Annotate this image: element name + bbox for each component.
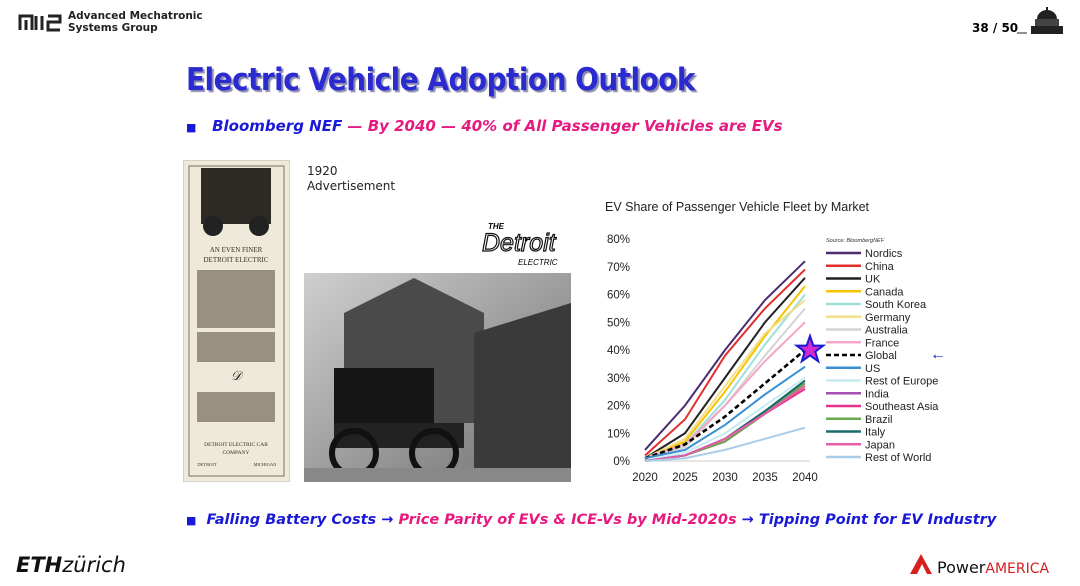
power: Power xyxy=(937,558,986,577)
org-line: Systems Group xyxy=(68,22,158,34)
ad-state: MICHIGAN xyxy=(254,462,278,467)
legend-label: China xyxy=(865,261,895,273)
series-line xyxy=(644,268,806,457)
legend-label: Brazil xyxy=(865,414,893,426)
source-note: Source: BloombergNEF xyxy=(826,238,885,244)
step: Price Parity of EVs & ICE-Vs by Mid-2020… xyxy=(398,512,737,528)
y-tick-label: 30% xyxy=(607,373,630,385)
caption: 1920 Advertisement xyxy=(307,164,395,194)
ad-company: COMPANY xyxy=(222,450,249,456)
eth-logo: ETHzürich xyxy=(16,553,126,577)
legend-label: Italy xyxy=(865,427,886,439)
global-star xyxy=(793,332,827,364)
series-line xyxy=(644,277,806,460)
slide-title: Electric Vehicle Adoption Outlook xyxy=(186,62,695,98)
page-number: 38 / 50 xyxy=(972,21,1019,35)
subtitle-claim: By 2040 — 40% of All Passenger Vehicles … xyxy=(367,117,783,135)
ad-city: DETROIT xyxy=(197,462,216,467)
y-tick-label: 0% xyxy=(613,456,630,468)
series-line xyxy=(644,426,806,462)
legend-label: Global xyxy=(865,350,897,362)
series-line xyxy=(644,385,806,462)
zurich: zürich xyxy=(62,553,126,577)
series-line xyxy=(644,260,806,451)
legend-label: India xyxy=(865,388,890,400)
y-tick-label: 70% xyxy=(607,262,630,274)
y-tick-label: 80% xyxy=(607,234,630,246)
logo-the: THE xyxy=(488,222,505,231)
logo-sub: ELECTRIC xyxy=(518,258,558,267)
y-tick-label: 20% xyxy=(607,401,630,413)
y-tick-label: 50% xyxy=(607,317,630,329)
power-logo-icon xyxy=(910,554,932,574)
x-tick-label: 2020 xyxy=(632,472,658,484)
line-chart: EV Share of Passenger Vehicle Fleet by M… xyxy=(605,200,946,484)
pointer-arrow: ← xyxy=(930,346,946,363)
caption-line: 1920 xyxy=(307,164,338,178)
ams-logo xyxy=(18,14,62,32)
step: Falling Battery Costs xyxy=(206,512,377,528)
step: → Tipping Point for EV Industry xyxy=(741,512,997,528)
legend-label: Japan xyxy=(865,439,895,451)
series-line xyxy=(644,365,806,460)
power-america: PowerAMERICA xyxy=(937,558,1049,577)
y-tick-label: 60% xyxy=(607,290,630,302)
legend-label: South Korea xyxy=(865,299,927,311)
ad-company: DETROIT ELECTRIC CAR xyxy=(204,442,268,448)
ad-headline: AN EVEN FINER xyxy=(210,246,263,254)
org-name: Advanced Mechatronic Systems Group xyxy=(68,10,203,34)
legend-label: Rest of World xyxy=(865,452,931,464)
chart-title: EV Share of Passenger Vehicle Fleet by M… xyxy=(605,200,870,214)
x-tick-label: 2030 xyxy=(712,472,738,484)
legend-label: Nordics xyxy=(865,248,903,260)
y-tick-label: 10% xyxy=(607,428,630,440)
legend-label: France xyxy=(865,337,899,349)
america: AMERICA xyxy=(985,561,1050,577)
bottom-bullet: ■ Falling Battery Costs → Price Parity o… xyxy=(186,512,997,528)
caption-line: Advertisement xyxy=(307,179,396,193)
y-tick-label: 40% xyxy=(607,345,630,357)
x-tick-label: 2025 xyxy=(672,472,698,484)
ad-headline: DETROIT ELECTRIC xyxy=(203,256,268,264)
historic-photo xyxy=(304,273,571,482)
legend-label: Germany xyxy=(865,312,911,324)
arrow: → xyxy=(381,512,394,528)
series-line xyxy=(644,285,806,460)
legend-label: Australia xyxy=(865,325,909,337)
x-tick-label: 2035 xyxy=(752,472,778,484)
legend-label: Canada xyxy=(865,286,904,298)
x-tick-label: 2040 xyxy=(792,472,818,484)
subtitle-dash: — xyxy=(347,117,363,135)
series-line xyxy=(644,349,806,460)
legend-label: US xyxy=(865,363,880,375)
building-icon xyxy=(1017,7,1063,34)
series-line xyxy=(644,376,806,462)
svg-text:𝒟: 𝒟 xyxy=(231,368,244,383)
legend-label: Rest of Europe xyxy=(865,376,938,388)
eth: ETH xyxy=(16,553,63,577)
org-line: Advanced Mechatronic xyxy=(68,10,203,22)
subtitle: ■ Bloomberg NEF — By 2040 — 40% of All P… xyxy=(186,117,783,135)
advertisement-image: AN EVEN FINER DETROIT ELECTRIC 𝒟 DETROIT… xyxy=(183,160,290,482)
series-line xyxy=(644,299,806,460)
subtitle-source: Bloomberg NEF xyxy=(212,117,343,135)
logo-name: Detroit xyxy=(482,229,557,257)
detroit-logo: THE Detroit ELECTRIC xyxy=(481,222,558,267)
legend-label: Southeast Asia xyxy=(865,401,939,413)
legend-label: UK xyxy=(865,274,881,286)
